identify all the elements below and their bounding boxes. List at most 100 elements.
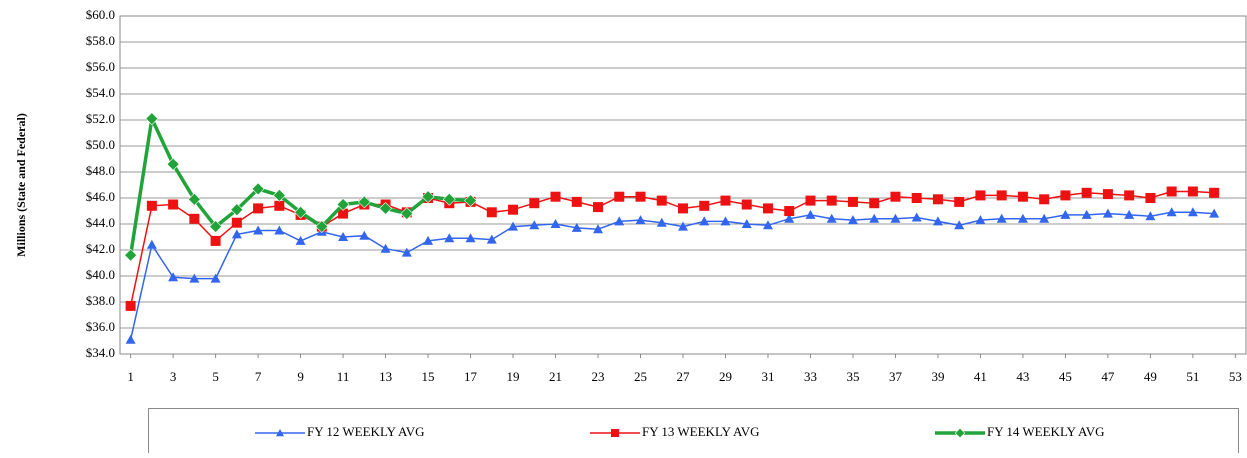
marker (996, 213, 1007, 223)
marker (614, 191, 625, 202)
marker (890, 213, 901, 223)
y-tick-label: $38.0 (86, 293, 115, 308)
series-line (129, 211, 1215, 340)
marker (741, 219, 752, 228)
marker (784, 206, 795, 216)
marker (1145, 193, 1156, 203)
marker (529, 220, 540, 230)
y-tick-label: $48.0 (86, 163, 115, 178)
legend-label: FY 14 WEEKLY AVG (987, 424, 1105, 439)
marker (359, 230, 370, 240)
x-tick-label: 7 (255, 369, 262, 384)
x-tick-label: 13 (379, 369, 392, 384)
marker (253, 225, 264, 235)
marker (1039, 213, 1050, 223)
marker (486, 234, 497, 244)
marker (210, 273, 221, 283)
x-tick-label: 41 (974, 369, 987, 384)
marker (274, 225, 285, 235)
marker (805, 209, 816, 219)
x-tick-label: 3 (170, 369, 177, 384)
marker (464, 194, 477, 208)
marker (720, 195, 731, 206)
marker (954, 196, 965, 207)
x-tick-label: 19 (507, 369, 520, 384)
marker (656, 195, 667, 206)
y-tick-label: $58.0 (86, 33, 115, 48)
marker (230, 203, 244, 217)
series-line (129, 190, 1215, 307)
y-tick-label: $50.0 (86, 137, 115, 152)
marker (380, 243, 391, 253)
marker (442, 192, 456, 206)
marker (635, 215, 646, 225)
marker (635, 191, 646, 202)
marker (508, 204, 519, 215)
series-line (128, 112, 471, 256)
marker (1187, 186, 1198, 197)
marker (656, 217, 667, 227)
x-tick-label: 11 (337, 369, 350, 384)
marker (189, 213, 200, 224)
marker (125, 300, 136, 311)
marker (1166, 186, 1177, 197)
marker (379, 201, 392, 215)
marker (847, 215, 858, 225)
marker (1166, 207, 1177, 217)
marker (805, 195, 816, 206)
marker (209, 220, 223, 234)
y-tick-label: $46.0 (86, 189, 115, 204)
marker (826, 213, 837, 223)
marker (295, 235, 306, 245)
y-tick-label: $56.0 (86, 59, 115, 74)
marker (1039, 194, 1050, 205)
marker (274, 200, 285, 211)
marker (1102, 189, 1113, 200)
x-tick-label: 47 (1101, 369, 1115, 384)
marker (741, 199, 752, 210)
marker (336, 198, 350, 211)
x-tick-label: 29 (719, 369, 732, 384)
marker (593, 202, 604, 213)
marker (1102, 208, 1113, 218)
x-tick-label: 27 (677, 369, 691, 384)
marker (210, 235, 221, 246)
marker (272, 188, 286, 202)
legend-label: FY 13 WEEKLY AVG (642, 424, 760, 439)
marker (911, 193, 922, 203)
marker (975, 215, 986, 225)
marker (125, 334, 136, 344)
marker (253, 203, 264, 214)
x-tick-label: 39 (931, 369, 944, 384)
marker (1209, 187, 1220, 198)
marker (1081, 187, 1092, 198)
marker (401, 247, 412, 257)
marker (869, 213, 880, 223)
marker (251, 182, 265, 196)
marker (954, 220, 965, 230)
x-tick-label: 31 (761, 369, 774, 384)
marker (550, 191, 561, 202)
marker (146, 200, 157, 211)
marker (465, 233, 476, 243)
y-tick-label: $52.0 (86, 111, 115, 126)
marker (529, 198, 540, 209)
x-tick-label: 43 (1016, 369, 1029, 384)
marker (486, 207, 497, 218)
marker (276, 429, 284, 437)
marker (1060, 209, 1071, 219)
legend-box (148, 408, 1239, 458)
marker (124, 248, 138, 262)
marker (444, 233, 455, 243)
x-tick-label: 1 (127, 369, 134, 384)
y-axis-label: Millions (State and Federal) (14, 113, 28, 257)
x-tick-label: 33 (804, 369, 817, 384)
x-tick-label: 35 (846, 369, 859, 384)
marker (1187, 207, 1198, 217)
marker (168, 272, 179, 282)
marker (338, 232, 349, 241)
marker (338, 208, 349, 219)
marker (1145, 211, 1156, 221)
y-tick-label: $34.0 (86, 345, 115, 360)
marker (869, 198, 880, 209)
